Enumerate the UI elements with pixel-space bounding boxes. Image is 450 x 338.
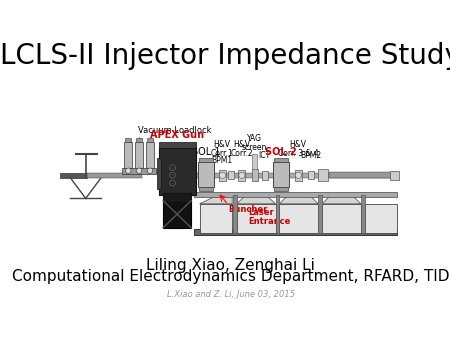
Bar (125, 142, 132, 169)
Bar (135, 142, 143, 169)
Text: ICT: ICT (259, 151, 271, 160)
Circle shape (295, 172, 302, 178)
Text: Vacuum Loadlock: Vacuum Loadlock (138, 126, 211, 135)
Bar (194, 173, 397, 178)
Text: H&V
Corr. 3 & 4: H&V Corr. 3 & 4 (278, 140, 319, 159)
Circle shape (126, 168, 131, 173)
Bar (273, 162, 289, 187)
Text: YAG
screen: YAG screen (242, 134, 267, 152)
Bar (198, 162, 214, 187)
Bar (238, 170, 245, 181)
Bar (261, 171, 268, 180)
Bar (252, 154, 257, 169)
Bar (163, 193, 191, 202)
Text: H&V
Corr.1: H&V Corr.1 (211, 140, 234, 159)
Text: Buncher: Buncher (228, 204, 268, 214)
Circle shape (169, 171, 176, 179)
Text: Computational Electrodynamics Department, RFARD, TID: Computational Electrodynamics Department… (12, 269, 450, 284)
Bar (146, 142, 154, 169)
Circle shape (220, 172, 225, 178)
Text: SOL 1: SOL 1 (192, 147, 220, 157)
Circle shape (147, 168, 153, 173)
Bar (194, 229, 397, 235)
Bar (274, 187, 288, 191)
Bar (219, 170, 226, 181)
Bar (157, 159, 161, 189)
Text: BPM1: BPM1 (212, 155, 233, 165)
Text: BPM2: BPM2 (301, 151, 322, 160)
Bar (87, 173, 141, 178)
Polygon shape (322, 195, 361, 204)
Bar (199, 187, 213, 191)
Bar (329, 172, 395, 178)
Bar (122, 168, 156, 174)
Bar (199, 159, 213, 162)
Text: L.Xiao and Z. Li, June 03, 2015: L.Xiao and Z. Li, June 03, 2015 (166, 290, 295, 299)
Text: SOL 2: SOL 2 (265, 147, 297, 157)
Polygon shape (279, 195, 318, 204)
Bar (295, 170, 302, 181)
Bar (274, 159, 288, 162)
Bar (279, 204, 318, 233)
Bar (125, 138, 131, 142)
Bar (318, 169, 328, 182)
Bar (194, 192, 397, 197)
Bar (158, 148, 196, 195)
Circle shape (171, 181, 175, 185)
Bar (147, 138, 153, 142)
Circle shape (169, 179, 176, 187)
Text: Liling Xiao, Zenghai Li: Liling Xiao, Zenghai Li (146, 258, 315, 273)
Bar (136, 138, 142, 142)
Bar (60, 173, 87, 178)
Bar (163, 201, 191, 228)
Bar (200, 204, 232, 233)
Bar (322, 204, 361, 233)
Circle shape (171, 173, 175, 177)
Text: LCLS-II Injector Impedance Study: LCLS-II Injector Impedance Study (0, 42, 450, 70)
Bar (228, 171, 234, 179)
Bar (390, 171, 399, 180)
Bar (318, 195, 322, 233)
Bar (361, 195, 365, 233)
Circle shape (169, 164, 176, 171)
Bar (252, 169, 258, 182)
Circle shape (171, 166, 175, 170)
Polygon shape (200, 195, 232, 204)
Bar (308, 171, 314, 179)
Text: APEX Gun: APEX Gun (150, 130, 204, 140)
Polygon shape (237, 195, 275, 204)
Bar (233, 195, 237, 233)
Bar (158, 142, 196, 148)
Text: H&V
Corr.2: H&V Corr.2 (230, 140, 253, 159)
Bar (364, 204, 397, 233)
Text: Laser
Entrance: Laser Entrance (248, 208, 291, 226)
Bar (237, 204, 275, 233)
Circle shape (239, 172, 245, 178)
Bar (275, 195, 279, 233)
Circle shape (136, 168, 142, 173)
